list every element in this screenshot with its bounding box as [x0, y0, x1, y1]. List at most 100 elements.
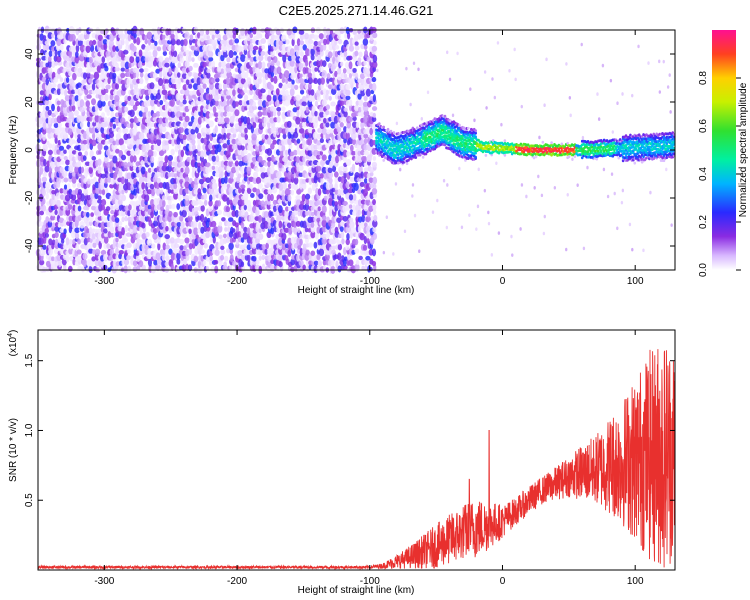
spectrogram-cell: [565, 247, 568, 252]
spectrogram-cell: [53, 156, 58, 162]
spectrogram-cell: [540, 193, 544, 198]
spectrogram-cell: [136, 37, 141, 46]
spectrogram-cell: [100, 173, 106, 179]
spectrogram-cell: [170, 38, 176, 46]
spectrogram-cell: [328, 95, 332, 101]
spectrogram-cell: [157, 78, 164, 86]
spectrogram-cell: [200, 150, 205, 158]
spectrogram-cell: [202, 187, 207, 194]
spectrogram-cell: [500, 122, 503, 127]
spectrogram-cell: [164, 62, 170, 68]
spectrogram-cell: [59, 77, 64, 83]
spectrogram-cell: [545, 57, 548, 62]
spectrogram-cell: [299, 51, 304, 57]
spectrogram-cell: [301, 95, 307, 102]
spectrogram-cell: [45, 78, 50, 86]
spectrogram-cell: [345, 89, 351, 97]
spectrogram-cell: [241, 210, 246, 218]
spectrogram-cell: [220, 60, 226, 69]
spectrogram-cell: [224, 227, 228, 232]
spectrogram-cell: [576, 183, 579, 187]
spectrogram-cell: [250, 192, 255, 198]
spectrogram-cell: [157, 26, 161, 35]
spectrogram-cell: [348, 55, 353, 61]
spectrogram-cell: [354, 248, 360, 254]
spectrogram-cell: [135, 138, 141, 147]
spectrogram-cell: [669, 110, 672, 114]
spectrogram-cell: [257, 105, 263, 111]
spectrogram-cell: [36, 43, 41, 51]
spectrogram-cell: [246, 77, 252, 85]
spectrogram-cell: [161, 89, 168, 96]
spectrogram-cell: [267, 55, 272, 63]
spectrogram-cell: [272, 139, 277, 145]
spectrogram-cell: [104, 79, 108, 85]
spectrogram-cell: [135, 68, 141, 74]
spectrogram-cell: [161, 259, 167, 268]
spectrogram-cell: [276, 116, 281, 123]
spectrogram-cell: [51, 222, 56, 229]
spectrogram-cell: [83, 231, 88, 239]
spectrogram-cell: [123, 237, 129, 243]
spectrogram-cell: [68, 121, 73, 129]
spectrogram-cell: [446, 50, 449, 55]
spectrogram-cell: [88, 40, 94, 47]
spectrogram-cell: [205, 177, 211, 184]
spectrogram-cell: [77, 205, 82, 212]
spectrogram-cell: [269, 84, 274, 91]
spectrogram-cell: [42, 121, 47, 130]
spectrogram-cell: [220, 249, 226, 255]
spectrogram-cell: [352, 67, 357, 73]
spectrogram-cell: [47, 67, 53, 73]
spectrogram-cell: [266, 148, 273, 156]
spectrogram-cell: [71, 89, 76, 95]
spectrogram-cell: [339, 221, 345, 227]
spectrogram-cell: [170, 171, 175, 178]
spectrogram-cell: [51, 83, 57, 88]
spectrogram-cell: [208, 199, 213, 207]
spectrogram-cell: [542, 231, 546, 236]
spectrogram-cell: [197, 188, 202, 195]
spectrogram-cell: [358, 98, 364, 107]
spectrogram-cell: [226, 139, 231, 146]
spectrogram-cell: [240, 27, 246, 36]
spectrogram-cell: [220, 245, 225, 251]
spectrogram-cell: [257, 99, 263, 107]
spectrogram-cell: [138, 260, 144, 268]
spectrogram-cell: [252, 121, 257, 129]
spectrogram-cell: [170, 148, 175, 156]
spectrogram-cell: [54, 226, 60, 232]
spectrogram-cell: [235, 165, 240, 172]
spectrogram-cell: [602, 167, 606, 172]
spectrogram-cell: [222, 111, 228, 117]
spectrogram-cell: [156, 188, 161, 197]
spectrogram-cell: [355, 259, 360, 266]
spectrogram-cell: [79, 44, 86, 53]
spectrogram-cell: [226, 105, 231, 113]
spectrogram-cell: [59, 188, 64, 194]
spectrogram-cell: [176, 110, 182, 119]
spectrogram-cell: [114, 208, 120, 216]
spectrogram-cell: [301, 193, 306, 202]
spectrogram-cell: [42, 144, 48, 152]
spectrogram-cell: [120, 176, 125, 185]
spectrogram-cell: [199, 28, 205, 36]
spectrogram-cell: [314, 100, 319, 107]
spectrogram-cell: [110, 110, 115, 119]
spectrogram-cell: [666, 85, 670, 89]
spectrogram-cell: [586, 165, 589, 170]
spectrogram-cell: [372, 54, 378, 63]
spectrogram-cell: [487, 210, 490, 215]
spectrogram-cell: [247, 199, 251, 208]
spectrogram-cell: [601, 63, 605, 68]
spectrogram-cell: [170, 252, 176, 261]
spectrogram-cell: [345, 158, 352, 166]
spectrogram-cell: [322, 60, 327, 68]
spectrogram-cell: [132, 155, 137, 163]
spectrogram-cell: [74, 227, 80, 234]
spectrogram-cell: [171, 138, 176, 147]
spectrogram-cell: [56, 199, 61, 208]
spectrogram-cell: [177, 62, 181, 69]
spectrogram-cell: [147, 248, 152, 255]
spectrogram-cell: [325, 109, 330, 116]
